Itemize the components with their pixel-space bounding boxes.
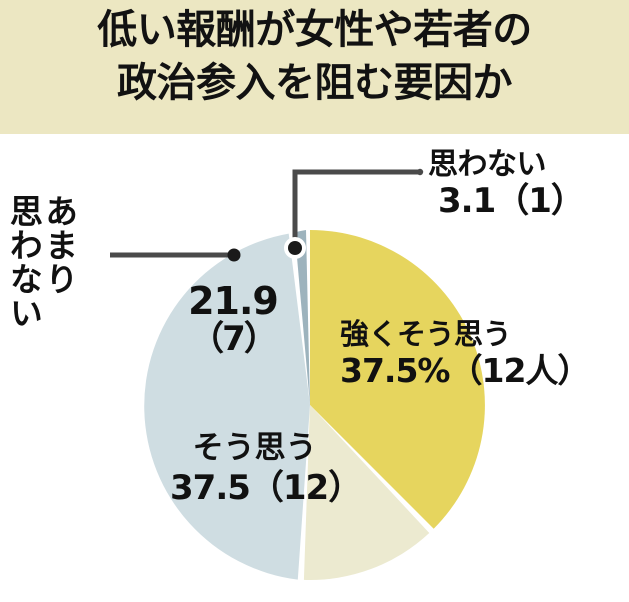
slice-label-disagree-name: 思わない (428, 147, 546, 182)
slice-label-not-much-name: あまり 思わない (4, 194, 79, 330)
slice-label-disagree-value: 3.1（1） (438, 181, 585, 221)
slice-label-agree-name: そう思う (192, 430, 317, 466)
pie-chart-area: 強くそう思う 37.5%（12人） そう思う 37.5（12） 21.9 （7）… (0, 134, 629, 602)
slice-label-not-much-percent: 21.9 (188, 279, 279, 323)
pie-slice-strong-agree[interactable] (310, 230, 485, 529)
slice-label-strong-agree-value: 37.5%（12人） (340, 351, 590, 391)
pie-slice-agree[interactable] (303, 405, 430, 581)
slice-label-not-much-name-line1: あまり (39, 194, 79, 296)
slice-label-disagree: 思わない 3.1（1） (428, 147, 585, 221)
slice-label-strong-agree-name: 強くそう思う (340, 317, 512, 351)
slice-label-agree: そう思う 37.5（12） (148, 430, 362, 509)
pie-chart-svg (110, 168, 485, 581)
disagree-leader-line (292, 169, 420, 248)
pie-slice-disagree[interactable] (294, 230, 310, 405)
slice-label-not-much-count: （7） (190, 319, 278, 359)
slice-label-agree-value: 37.5（12） (170, 468, 362, 509)
slice-label-strong-agree: 強くそう思う 37.5%（12人） (340, 317, 590, 391)
slice-label-not-much-value: 21.9 （7） (173, 282, 293, 358)
pie-slice-not-much[interactable] (144, 233, 310, 580)
page-title: 低い報酬が女性や若者の 政治参入を阻む要因か (97, 7, 532, 106)
disagree-leader-end-dot (416, 168, 424, 176)
header-band: 低い報酬が女性や若者の 政治参入を阻む要因か (0, 0, 629, 134)
disagree-leader-dot (288, 241, 302, 255)
not-much-leader-dot (227, 248, 241, 262)
slice-label-not-much-name-line2: 思わない (4, 194, 44, 330)
